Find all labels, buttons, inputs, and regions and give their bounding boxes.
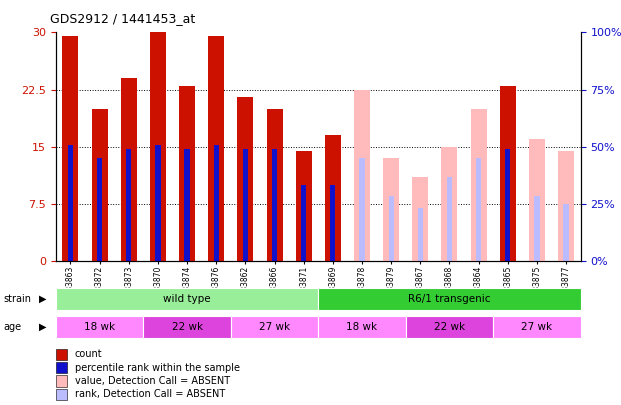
Bar — [505, 149, 510, 261]
Bar — [184, 149, 189, 261]
Text: GDS2912 / 1441453_at: GDS2912 / 1441453_at — [50, 12, 195, 25]
Text: value, Detection Call = ABSENT: value, Detection Call = ABSENT — [75, 376, 230, 386]
Text: rank, Detection Call = ABSENT: rank, Detection Call = ABSENT — [75, 390, 225, 399]
Text: percentile rank within the sample: percentile rank within the sample — [75, 363, 240, 373]
Bar — [534, 196, 540, 261]
Text: ▶: ▶ — [39, 322, 47, 332]
Bar — [476, 158, 481, 261]
Bar — [208, 36, 224, 261]
Bar — [272, 149, 277, 261]
Bar — [318, 288, 581, 310]
Bar — [471, 109, 487, 261]
Text: R6/1 transgenic: R6/1 transgenic — [408, 294, 491, 304]
Bar — [318, 316, 406, 338]
Bar — [120, 78, 137, 261]
Bar — [214, 145, 219, 261]
Bar — [301, 185, 306, 261]
Text: 22 wk: 22 wk — [434, 322, 465, 332]
Bar — [92, 109, 107, 261]
Bar — [179, 86, 195, 261]
Bar — [500, 86, 516, 261]
Bar — [558, 151, 574, 261]
Bar — [563, 204, 569, 261]
Bar — [56, 316, 143, 338]
Text: strain: strain — [3, 294, 31, 304]
Bar — [237, 97, 253, 261]
Bar — [360, 158, 365, 261]
Text: 27 wk: 27 wk — [522, 322, 553, 332]
Bar — [150, 32, 166, 261]
Text: count: count — [75, 350, 102, 359]
Bar — [447, 177, 452, 261]
Bar — [493, 316, 581, 338]
Bar — [63, 36, 78, 261]
Bar — [143, 316, 231, 338]
Bar — [68, 145, 73, 261]
Bar — [354, 90, 370, 261]
Bar — [406, 316, 493, 338]
Text: 18 wk: 18 wk — [347, 322, 378, 332]
Text: 22 wk: 22 wk — [171, 322, 202, 332]
Bar — [529, 139, 545, 261]
Bar — [325, 135, 341, 261]
Text: ▶: ▶ — [39, 294, 47, 304]
Text: wild type: wild type — [163, 294, 211, 304]
Text: 18 wk: 18 wk — [84, 322, 115, 332]
Bar — [412, 177, 428, 261]
Bar — [97, 158, 102, 261]
Bar — [383, 158, 399, 261]
Bar — [389, 196, 394, 261]
Bar — [442, 147, 458, 261]
Text: age: age — [3, 322, 21, 332]
Bar — [266, 109, 283, 261]
Bar — [155, 145, 161, 261]
Bar — [243, 149, 248, 261]
Bar — [296, 151, 312, 261]
Bar — [231, 316, 318, 338]
Bar — [418, 208, 423, 261]
Bar — [330, 185, 335, 261]
Bar — [56, 288, 318, 310]
Bar — [126, 149, 132, 261]
Text: 27 wk: 27 wk — [259, 322, 290, 332]
